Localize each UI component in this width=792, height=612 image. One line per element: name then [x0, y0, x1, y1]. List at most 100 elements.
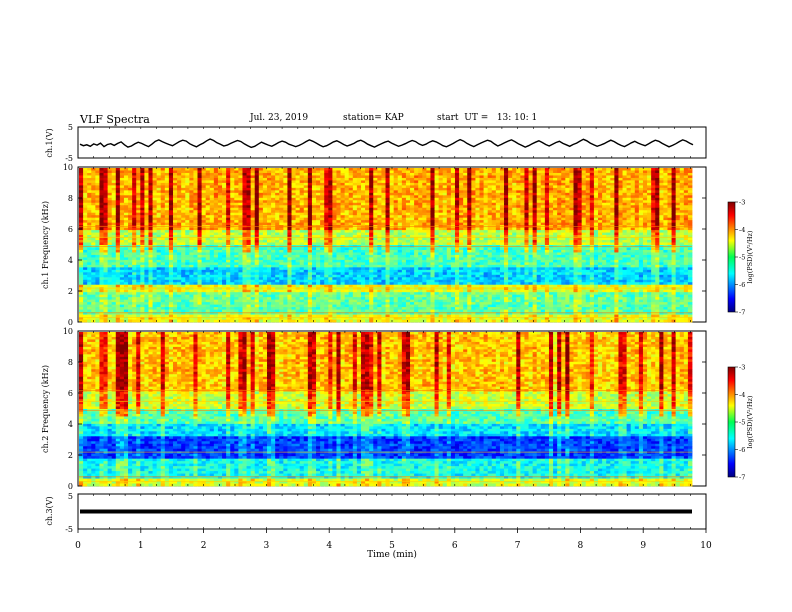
spectrogram-cell — [405, 190, 411, 194]
spectrogram-cell — [287, 220, 292, 224]
spectrogram-cell — [324, 202, 329, 206]
spectrogram-cell — [230, 170, 235, 174]
spectrogram-cell — [618, 237, 623, 241]
spectrogram-cell — [667, 192, 672, 196]
spectrogram-cell — [303, 192, 309, 196]
spectrogram-cell — [528, 247, 534, 251]
spectrogram-cell — [487, 205, 493, 209]
spectrogram-cell — [528, 187, 534, 191]
spectrogram-cell — [418, 182, 423, 186]
spectrogram-cell — [185, 240, 190, 243]
spectrogram-cell — [103, 210, 109, 214]
spectrogram-cell — [168, 172, 174, 176]
spectrogram-cell — [99, 215, 104, 219]
spectrogram-cell — [450, 187, 456, 191]
spectrogram-cell — [332, 192, 337, 196]
spectrogram-cell — [479, 202, 484, 206]
spectrogram-cell — [373, 205, 378, 209]
spectrogram-cell — [422, 207, 427, 211]
spectrogram-cell — [132, 180, 137, 184]
spectrogram-cell — [115, 240, 121, 243]
spectrogram-cell — [152, 210, 158, 214]
spectrogram-cell — [581, 207, 587, 211]
spectrogram-cell — [454, 240, 460, 243]
spectrogram-cell — [671, 240, 677, 243]
spectrogram-cell — [123, 240, 129, 243]
spectrogram-cell — [434, 232, 440, 236]
spectrogram-cell — [123, 187, 129, 191]
spectrogram-cell — [209, 227, 215, 231]
spectrogram-cell — [103, 195, 109, 199]
spectrogram-cell — [111, 235, 117, 238]
spectrogram-cell — [189, 237, 194, 241]
spectrogram-cell — [589, 230, 595, 233]
spectrogram-cell — [177, 195, 182, 199]
spectrogram-cell — [642, 232, 648, 236]
spectrogram-cell — [152, 232, 158, 236]
spectrogram-cell — [95, 185, 100, 189]
spectrogram-cell — [454, 180, 460, 184]
spectrogram-cell — [356, 172, 362, 176]
spectrogram-cell — [271, 195, 276, 199]
spectrogram-cell — [160, 217, 166, 221]
spectrogram-cell — [540, 200, 546, 204]
spectrogram-cell — [663, 220, 668, 224]
spectrogram-cell — [426, 190, 431, 194]
spectrogram-cell — [438, 175, 444, 179]
spectrogram-cell — [365, 227, 370, 231]
spectrogram-cell — [99, 182, 104, 186]
spectrogram-cell — [295, 205, 301, 209]
spectrogram-cell — [336, 227, 341, 231]
spectrogram-cell — [483, 230, 489, 233]
spectrogram-cell — [479, 247, 484, 251]
spectrogram-cell — [271, 202, 276, 206]
spectrogram-cell — [642, 190, 648, 194]
spectrogram-cell — [528, 168, 534, 171]
spectrogram-cell — [201, 230, 207, 233]
spectrogram-cell — [87, 212, 92, 216]
spectrogram-cell — [642, 210, 648, 214]
spectrogram-cell — [475, 230, 480, 233]
spectrogram-cell — [283, 242, 288, 246]
spectrogram-cell — [320, 185, 325, 189]
spectrogram-cell — [610, 202, 615, 206]
spectrogram-cell — [638, 237, 644, 241]
spectrogram-cell — [197, 195, 202, 199]
spectrogram-cell — [87, 187, 92, 191]
spectrogram-cell — [111, 210, 117, 214]
spectrogram-cell — [275, 240, 280, 243]
spectrogram-cell — [638, 190, 644, 194]
spectrogram-cell — [483, 205, 489, 209]
spectrogram-cell — [430, 200, 435, 204]
spectrogram-cell — [655, 207, 660, 211]
spectrogram-cell — [250, 212, 256, 216]
spectrogram-cell — [401, 175, 407, 179]
spectrogram-cell — [548, 182, 554, 186]
spectrogram-cell — [532, 202, 538, 206]
spectrogram-cell — [598, 212, 603, 216]
spectrogram-cell — [679, 185, 685, 189]
spectrogram-cell — [168, 215, 174, 219]
spectrogram-cell — [348, 197, 354, 201]
spectrogram-cell — [602, 168, 607, 171]
spectrogram-cell — [434, 205, 440, 209]
spectrogram-cell — [516, 175, 521, 179]
spectrogram-cell — [683, 217, 689, 221]
spectrogram-cell — [209, 195, 215, 199]
spectrogram-cell — [532, 195, 538, 199]
spectrogram-cell — [156, 222, 162, 226]
spectrogram-cell — [442, 237, 448, 241]
spectrogram-cell — [381, 180, 386, 184]
spectrogram-cell — [389, 222, 395, 226]
spectrogram-cell — [516, 212, 521, 216]
spectrogram-cell — [254, 240, 260, 243]
spectrogram-cell — [585, 247, 591, 251]
spectrogram-cell — [205, 187, 211, 191]
spectrogram-cell — [275, 200, 280, 204]
spectrogram-cell — [679, 217, 685, 221]
spectrogram-cell — [659, 217, 664, 221]
spectrogram-cell — [279, 220, 284, 224]
spectrogram-cell — [438, 192, 444, 196]
spectrogram-cell — [532, 230, 538, 233]
spectrogram-cell — [344, 182, 350, 186]
